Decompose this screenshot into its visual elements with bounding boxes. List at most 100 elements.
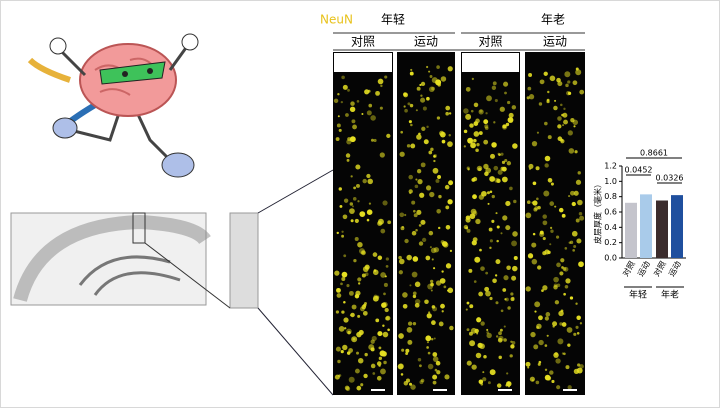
cell [469,123,474,128]
cell [502,215,508,221]
cell [341,310,345,314]
y-tick-label: 0.4 [604,223,617,232]
cell [466,360,472,366]
cell [576,367,583,374]
cell [511,275,517,281]
cell [351,119,356,124]
cell [511,240,517,247]
cell [449,325,454,331]
cell [432,380,437,385]
cell [512,265,518,272]
cell [382,324,385,327]
cell [510,340,513,343]
cell [485,112,488,115]
cell [488,227,493,232]
cell [504,91,507,95]
cell [349,136,356,143]
cell [547,177,553,183]
cell [549,370,554,375]
cell [511,105,517,110]
cell [426,96,430,101]
cell [435,280,442,286]
cell [350,219,354,223]
cell [431,86,435,91]
cell [408,120,412,124]
cell [350,101,355,106]
cell [398,333,404,339]
cell [530,331,536,338]
cell [430,282,434,287]
micrograph-blank [462,53,519,72]
cell [505,297,509,302]
cell [438,321,444,327]
cell [475,218,481,225]
cell [554,300,560,305]
cell [503,325,506,328]
cell [489,246,492,250]
cell [415,109,418,112]
cell [420,162,426,168]
cell [534,310,537,313]
cell [533,344,539,350]
cell [409,71,414,76]
cell [538,360,542,364]
cell [558,310,564,317]
cell [387,328,390,332]
cell [357,241,363,248]
cell [556,385,561,390]
cell [354,237,359,242]
cell [440,76,447,82]
cell [377,78,384,85]
cell [428,150,433,155]
cell [561,266,564,269]
cell [531,141,538,147]
cell [560,138,564,142]
cell [413,213,418,218]
cell [380,84,383,88]
cell [349,208,355,214]
cell [568,148,575,154]
cell [411,230,417,236]
cell [567,343,571,347]
cell [376,361,382,366]
cell [566,91,571,96]
cell [502,124,507,129]
cell [528,163,534,169]
cell [358,282,361,285]
cell [539,79,545,85]
cell [578,261,584,268]
cell [557,338,564,345]
cell [341,230,344,233]
cell [567,130,573,136]
cell [407,321,413,326]
cell [345,113,349,117]
cell [486,95,492,102]
cell [546,100,550,104]
cell [465,86,471,92]
cell [473,280,477,283]
cell [571,201,576,207]
group-label: 年轻 [381,13,405,27]
cell [401,225,404,229]
cell [489,176,495,182]
cell [418,224,422,227]
cell [436,65,440,69]
cell [426,65,429,69]
cell [553,276,559,283]
cell [408,174,414,180]
cell [379,350,386,357]
cell [573,332,577,336]
cell [507,381,511,385]
cell [579,89,585,95]
cell [497,337,503,343]
cell [338,326,345,332]
cell [368,344,375,351]
cell [544,155,551,162]
cell [362,178,367,184]
cell [409,103,414,108]
cell [377,255,383,261]
cell [412,256,419,262]
cell [433,337,436,340]
cell [364,264,370,270]
